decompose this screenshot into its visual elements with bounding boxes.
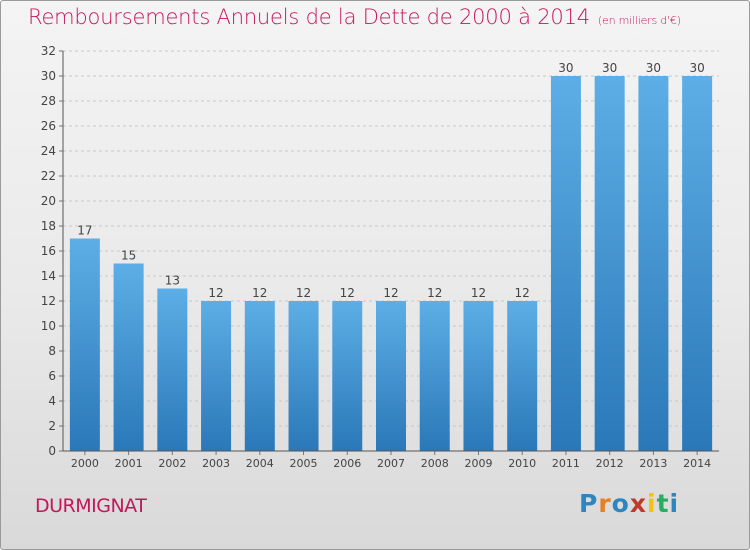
x-tick-label: 2004 xyxy=(246,457,274,470)
chart-unit-label: (en milliers d'€) xyxy=(597,14,681,27)
data-label: 30 xyxy=(602,61,617,75)
bar xyxy=(507,301,538,451)
y-tick-label: 32 xyxy=(41,44,56,58)
data-label: 12 xyxy=(340,286,355,300)
data-label: 30 xyxy=(558,61,573,75)
data-label: 17 xyxy=(77,224,92,238)
x-tick-label: 2002 xyxy=(158,457,186,470)
x-tick-label: 2006 xyxy=(333,457,361,470)
data-label: 12 xyxy=(515,286,530,300)
y-tick-label: 30 xyxy=(41,69,56,83)
logo-letter: o xyxy=(611,489,630,518)
y-tick-label: 14 xyxy=(41,269,56,283)
y-tick-label: 24 xyxy=(41,144,56,158)
bar xyxy=(113,263,144,451)
data-label: 12 xyxy=(427,286,442,300)
x-tick-label: 2003 xyxy=(202,457,230,470)
bar xyxy=(288,301,319,451)
bar xyxy=(69,238,100,451)
data-label: 13 xyxy=(165,274,180,288)
bar xyxy=(376,301,406,451)
data-label: 12 xyxy=(252,286,267,300)
y-tick-label: 18 xyxy=(41,219,56,233)
y-tick-label: 26 xyxy=(41,119,56,133)
logo-letter: P xyxy=(579,489,599,518)
x-tick-label: 2001 xyxy=(115,457,143,470)
y-tick-label: 28 xyxy=(41,94,56,108)
y-tick-label: 16 xyxy=(41,244,56,258)
x-tick-label: 2010 xyxy=(508,457,536,470)
bar xyxy=(638,76,669,451)
y-tick-label: 22 xyxy=(41,169,56,183)
x-tick-label: 2008 xyxy=(421,457,449,470)
logo-letter: i xyxy=(669,489,680,518)
bar xyxy=(332,301,363,451)
y-tick-label: 2 xyxy=(48,419,56,433)
data-label: 15 xyxy=(121,249,136,263)
data-label: 30 xyxy=(689,61,704,75)
logo-letter: t xyxy=(656,489,670,518)
y-tick-label: 20 xyxy=(41,194,56,208)
chart-title: Remboursements Annuels de la Dette de 20… xyxy=(28,5,681,29)
commune-name: DURMIGNAT xyxy=(35,495,147,517)
bar xyxy=(244,301,275,451)
data-label: 12 xyxy=(471,286,486,300)
bar xyxy=(550,76,581,451)
x-tick-label: 2000 xyxy=(71,457,99,470)
y-tick-label: 12 xyxy=(41,294,56,308)
y-tick-label: 8 xyxy=(48,344,56,358)
logo-letter: r xyxy=(598,489,612,518)
y-tick-label: 0 xyxy=(48,444,56,458)
x-tick-label: 2014 xyxy=(683,457,711,470)
y-tick-label: 6 xyxy=(48,369,56,383)
proxiti-logo: Proxiti xyxy=(579,489,679,518)
logo-letter: i xyxy=(647,489,657,518)
x-tick-label: 2007 xyxy=(377,457,405,470)
data-label: 12 xyxy=(208,286,223,300)
bar xyxy=(201,301,232,451)
bar xyxy=(594,76,625,451)
x-tick-label: 2012 xyxy=(596,457,624,470)
chart-title-text: Remboursements Annuels de la Dette de 20… xyxy=(28,5,590,29)
logo-letter: x xyxy=(629,489,647,518)
x-tick-label: 2009 xyxy=(464,457,492,470)
bar xyxy=(157,288,188,451)
x-tick-label: 2011 xyxy=(552,457,580,470)
bar xyxy=(463,301,494,451)
bar xyxy=(682,76,713,451)
x-tick-label: 2005 xyxy=(290,457,318,470)
bar xyxy=(419,301,450,451)
data-label: 12 xyxy=(296,286,311,300)
data-label: 30 xyxy=(646,61,661,75)
data-label: 12 xyxy=(383,286,398,300)
y-tick-label: 4 xyxy=(48,394,56,408)
y-tick-label: 10 xyxy=(41,319,56,333)
x-tick-label: 2013 xyxy=(639,457,667,470)
